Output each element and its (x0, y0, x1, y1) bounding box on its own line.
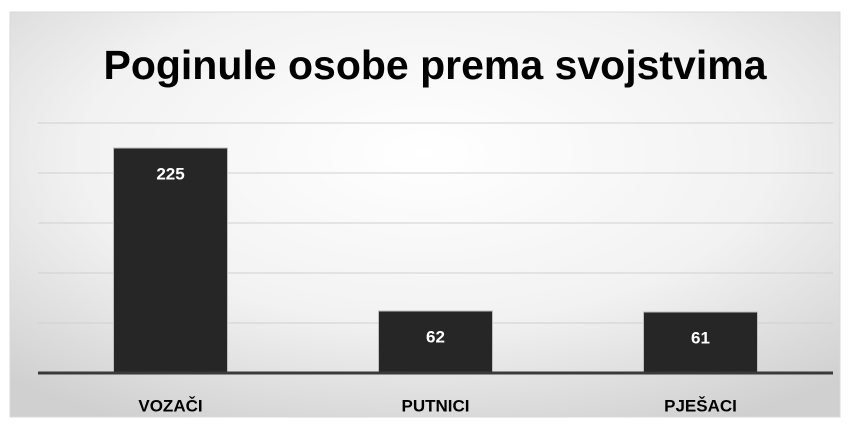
data-label: 62 (426, 327, 445, 346)
x-tick-label: PJEŠACI (664, 396, 737, 415)
x-tick-label: VOZAČI (138, 396, 202, 415)
data-label: 61 (691, 328, 710, 347)
bar (113, 147, 228, 374)
bar (378, 310, 493, 374)
chart-title: Poginule osobe prema svojstvima (103, 42, 767, 88)
bar (643, 311, 758, 374)
x-tick-label: PUTNICI (402, 396, 470, 415)
data-label: 225 (156, 164, 184, 183)
